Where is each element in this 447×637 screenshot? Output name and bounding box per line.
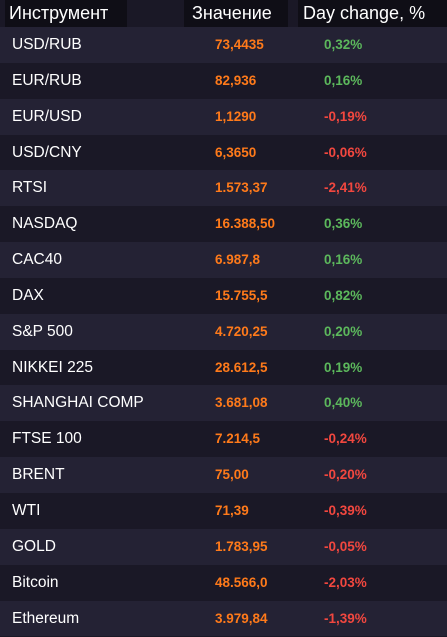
day-change-value: -0,05%	[324, 538, 367, 554]
instrument-value: 71,39	[215, 502, 249, 518]
table-row[interactable]: CAC40 6.987,8 0,16%	[0, 242, 447, 278]
column-header-day-change[interactable]: Day change, %	[298, 0, 447, 27]
instrument-value: 16.388,50	[215, 216, 276, 232]
table-row[interactable]: S&P 500 4.720,25 0,20%	[0, 313, 447, 350]
instrument-name: Ethereum	[12, 609, 80, 627]
instrument-value: 1,1290	[215, 108, 257, 124]
instrument-value: 73,4435	[215, 37, 264, 52]
instrument-name: Bitcoin	[12, 573, 59, 591]
instrument-value: 6,3650	[215, 144, 257, 160]
day-change-value: 0,40%	[324, 395, 363, 411]
day-change-value: 0,36%	[324, 216, 363, 232]
table-row[interactable]: USD/RUB 73,4435 0,32%	[0, 27, 447, 63]
instrument-name: GOLD	[12, 537, 56, 555]
day-change-value: 0,32%	[324, 37, 363, 52]
column-header-instrument[interactable]: Инструмент	[5, 0, 127, 27]
instrument-value: 3.681,08	[215, 395, 268, 411]
table-row[interactable]: NIKKEI 225 28.612,5 0,19%	[0, 349, 447, 386]
day-change-value: -0,19%	[324, 108, 367, 124]
table-row[interactable]: Ethereum 3.979,84 -1,39%	[0, 600, 447, 637]
day-change-value: -0,24%	[324, 431, 367, 447]
table-row[interactable]: DAX 15.755,5 0,82%	[0, 277, 447, 314]
day-change-value: 0,82%	[324, 287, 363, 303]
day-change-value: -0,20%	[324, 467, 367, 483]
instrument-value: 82,936	[215, 72, 257, 88]
table-row[interactable]: NASDAQ 16.388,50 0,36%	[0, 206, 447, 243]
table-row[interactable]: RTSI 1.573,37 -2,41%	[0, 170, 447, 207]
day-change-value: -2,41%	[324, 180, 367, 196]
instrument-name: RTSI	[12, 179, 48, 197]
instrument-name: USD/RUB	[12, 36, 82, 53]
instrument-name: DAX	[12, 286, 44, 304]
instrument-value: 7.214,5	[215, 431, 261, 447]
instrument-value: 1.573,37	[215, 180, 268, 196]
day-change-value: -1,39%	[324, 610, 367, 626]
instrument-value: 6.987,8	[215, 252, 261, 268]
instrument-name: NIKKEI 225	[12, 358, 93, 376]
instrument-name: EUR/RUB	[12, 71, 82, 89]
column-header-value[interactable]: Значение	[184, 0, 288, 27]
instrument-name: CAC40	[12, 251, 62, 269]
day-change-value: 0,16%	[324, 252, 363, 268]
instrument-value: 1.783,95	[215, 538, 268, 554]
table-header: Инструмент Значение Day change, %	[0, 0, 447, 27]
instrument-name: S&P 500	[12, 322, 73, 340]
table-row[interactable]: WTI 71,39 -0,39%	[0, 492, 447, 529]
table-row[interactable]: Bitcoin 48.566,0 -2,03%	[0, 564, 447, 601]
table-row[interactable]: EUR/USD 1,1290 -0,19%	[0, 98, 447, 135]
day-change-value: -2,03%	[324, 574, 367, 590]
quotes-table-body: USD/RUB 73,4435 0,32% EUR/RUB 82,936 0,16% EUR…	[0, 27, 447, 637]
instrument-value: 28.612,5	[215, 359, 268, 375]
day-change-value: 0,16%	[324, 72, 363, 88]
day-change-value: 0,20%	[324, 323, 363, 339]
day-change-value: -0,39%	[324, 502, 367, 518]
instrument-name: FTSE 100	[12, 430, 82, 448]
instrument-name: BRENT	[12, 466, 65, 484]
table-row[interactable]: USD/CNY 6,3650 -0,06%	[0, 134, 447, 171]
instrument-name: NASDAQ	[12, 215, 78, 233]
instrument-name: USD/CNY	[12, 143, 82, 161]
day-change-value: -0,06%	[324, 144, 367, 160]
instrument-value: 4.720,25	[215, 323, 268, 339]
instrument-value: 3.979,84	[215, 610, 268, 626]
day-change-value: 0,19%	[324, 359, 363, 375]
instrument-value: 48.566,0	[215, 574, 268, 590]
table-row[interactable]: GOLD 1.783,95 -0,05%	[0, 528, 447, 565]
instrument-value: 75,00	[215, 467, 249, 483]
instrument-value: 15.755,5	[215, 287, 268, 303]
instrument-name: SHANGHAI COMP	[12, 394, 144, 412]
instrument-name: WTI	[12, 501, 41, 519]
table-row[interactable]: FTSE 100 7.214,5 -0,24%	[0, 421, 447, 458]
table-row[interactable]: EUR/RUB 82,936 0,16%	[0, 62, 447, 99]
table-row[interactable]: SHANGHAI COMP 3.681,08 0,40%	[0, 385, 447, 422]
table-row[interactable]: BRENT 75,00 -0,20%	[0, 457, 447, 493]
instrument-name: EUR/USD	[12, 107, 82, 125]
